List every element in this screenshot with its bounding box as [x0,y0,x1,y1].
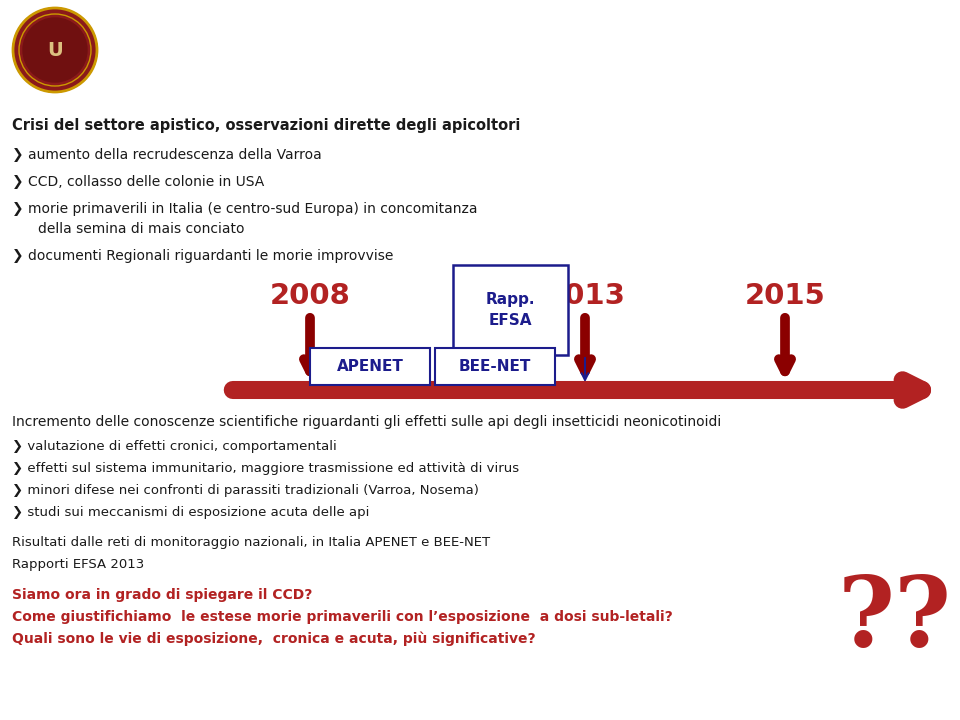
Text: ❯ aumento della recrudescenza della Varroa: ❯ aumento della recrudescenza della Varr… [12,148,322,162]
Text: ??: ?? [838,573,952,667]
Circle shape [23,18,87,82]
Text: Siamo ora in grado di spiegare il CCD?: Siamo ora in grado di spiegare il CCD? [12,588,312,602]
Text: U: U [47,40,62,60]
Text: ❯ CCD, collasso delle colonie in USA: ❯ CCD, collasso delle colonie in USA [12,175,264,189]
Text: 2008: 2008 [270,282,350,310]
Circle shape [13,8,97,92]
Text: della semina di mais conciato: della semina di mais conciato [38,222,245,236]
Text: ❯ morie primaverili in Italia (e centro-sud Europa) in concomitanza: ❯ morie primaverili in Italia (e centro-… [12,202,477,216]
Text: Risultati dalle reti di monitoraggio nazionali, in Italia APENET e BEE-NET: Risultati dalle reti di monitoraggio naz… [12,536,491,549]
Text: ❯ valutazione di effetti cronici, comportamentali: ❯ valutazione di effetti cronici, compor… [12,440,337,453]
Text: APENET: APENET [337,359,403,374]
Text: Quali sono le vie di esposizione,  cronica e acuta, più significative?: Quali sono le vie di esposizione, cronic… [12,632,536,647]
Text: ‹N›: ‹N› [929,693,950,706]
Text: ❯ studi sui meccanismi di esposizione acuta delle api: ❯ studi sui meccanismi di esposizione ac… [12,506,370,519]
Text: ❯ minori difese nei confronti di parassiti tradizionali (Varroa, Nosema): ❯ minori difese nei confronti di parassi… [12,484,479,497]
FancyBboxPatch shape [452,265,567,355]
FancyBboxPatch shape [435,348,555,385]
Text: la base scientifica dei: la base scientifica dei [403,17,777,47]
Text: 2013: 2013 [544,282,626,310]
Text: Rapp.
EFSA: Rapp. EFSA [485,292,535,328]
Text: Crisi del settore apistico, osservazioni dirette degli apicoltori: Crisi del settore apistico, osservazioni… [12,118,520,133]
FancyBboxPatch shape [310,348,430,385]
Text: 7th TFSP working meeting and symposium on alternatives, Legnaro - Padova (Italy): 7th TFSP working meeting and symposium o… [10,695,632,705]
Text: UNIVERSITÀ: UNIVERSITÀ [107,27,181,37]
Text: DEGLI STUDI: DEGLI STUDI [107,45,169,55]
Text: ❯ documenti Regionali riguardanti le morie improvvise: ❯ documenti Regionali riguardanti le mor… [12,249,394,263]
Text: DI PADOVA: DI PADOVA [107,62,160,72]
Text: 2015: 2015 [745,282,826,310]
Text: Incremento delle conoscenze scientifiche riguardanti gli effetti sulle api degli: Incremento delle conoscenze scientifiche… [12,415,721,429]
Text: Rapporti EFSA 2013: Rapporti EFSA 2013 [12,558,144,571]
Text: ❯ effetti sul sistema immunitario, maggiore trasmissione ed attività di virus: ❯ effetti sul sistema immunitario, maggi… [12,462,519,475]
Text: provvedimenti normativi: provvedimenti normativi [377,53,803,83]
Text: BEE-NET: BEE-NET [459,359,531,374]
Text: Come giustifichiamo  le estese morie primaverili con l’esposizione  a dosi sub-l: Come giustifichiamo le estese morie prim… [12,610,673,624]
